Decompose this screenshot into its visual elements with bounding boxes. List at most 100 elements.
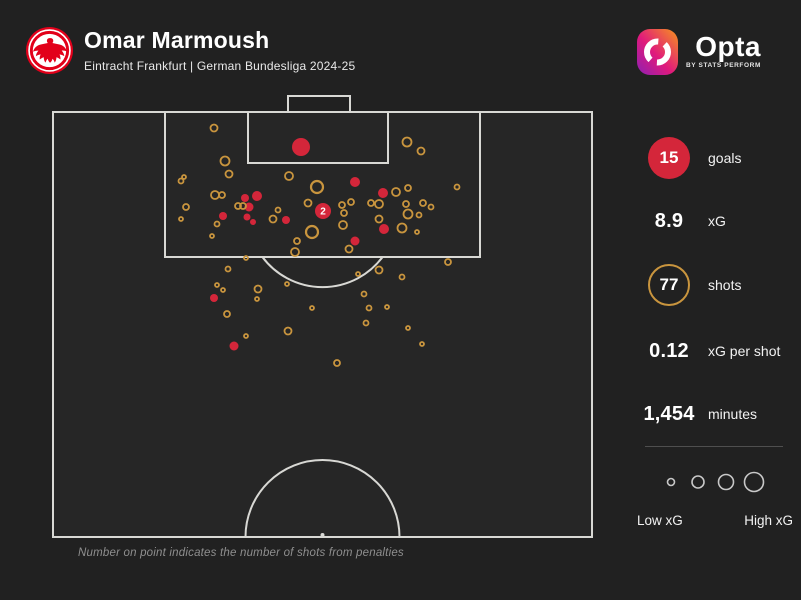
shot-dot [177, 177, 185, 185]
shot-dot [304, 224, 320, 240]
goal-dot [315, 203, 331, 219]
shot-dot [415, 211, 423, 219]
goal-dot [250, 219, 256, 225]
goal-dot [292, 138, 310, 156]
shot-dot [234, 202, 242, 210]
shot-dot [309, 305, 315, 311]
xg-legend-labels: Low xG High xG [637, 513, 793, 528]
shot-dot [367, 199, 375, 207]
goals-value: 15 [659, 148, 679, 167]
goal-dot [241, 194, 249, 202]
goal-frame [287, 95, 351, 113]
goal-dot [219, 212, 227, 220]
page-subtitle: Eintracht Frankfurt | German Bundesliga … [84, 59, 356, 74]
shot-dot [284, 281, 290, 287]
shot-dot [214, 282, 220, 288]
shot-dot [209, 233, 215, 239]
stat-row-goals: 15 goals [636, 136, 796, 180]
goal-dot [229, 341, 239, 351]
shots-badge: 77 [648, 264, 690, 306]
shot-dot [218, 191, 226, 199]
shot-dot [290, 247, 300, 257]
goal-dot [350, 236, 360, 246]
shot-dot [181, 174, 187, 180]
legend-size-circle [666, 477, 676, 487]
shot-dot [453, 183, 461, 191]
shot-dot [401, 136, 413, 148]
goal-dot [378, 188, 388, 198]
shot-dot [309, 179, 325, 195]
shot-dot [419, 199, 427, 207]
shot-dot [239, 202, 247, 210]
opta-brand: Opta BY STATS PERFORM [637, 29, 761, 75]
shot-dot [209, 123, 219, 133]
goal-dot [243, 213, 251, 221]
goal-dot [252, 191, 262, 201]
xg-per-shot-label: xG per shot [708, 343, 781, 359]
goal-dot [282, 216, 290, 224]
shot-dot [253, 284, 263, 294]
goal-dot [379, 224, 389, 234]
shot-dot [398, 273, 406, 281]
shot-dot [340, 209, 348, 217]
shot-dot [344, 244, 354, 254]
shot-dot [283, 326, 293, 336]
shot-dot [220, 287, 226, 293]
shot-dot [416, 146, 426, 156]
shot-dot [224, 265, 232, 273]
header: Omar Marmoush Eintracht Frankfurt | Germ… [26, 27, 355, 74]
shot-dot [374, 265, 384, 275]
opta-wordmark: Opta [695, 31, 761, 62]
shot-dot [284, 171, 294, 181]
shot-dot [414, 229, 420, 235]
shot-dot [224, 169, 234, 179]
shot-dot [243, 255, 249, 261]
goals-label: goals [708, 150, 742, 166]
legend-low-xg-label: Low xG [637, 513, 683, 528]
shot-dot [374, 199, 384, 209]
shot-dot [402, 200, 410, 208]
shot-dot [182, 203, 190, 211]
shot-dot [268, 214, 278, 224]
shot-dot [391, 187, 401, 197]
shot-dot [362, 319, 370, 327]
shot-dot [254, 296, 260, 302]
penalty-count-label: 2 [320, 207, 326, 218]
shot-dot [419, 341, 425, 347]
shot-dot [396, 222, 408, 234]
center-circle [244, 459, 401, 538]
goal-dot [350, 177, 360, 187]
shot-dot [274, 206, 282, 214]
legend-high-xg-label: High xG [744, 513, 793, 528]
shot-dot [360, 290, 368, 298]
footnote: Number on point indicates the number of … [78, 547, 404, 559]
shot-dot [365, 304, 373, 312]
pitch-outline [52, 111, 593, 538]
minutes-value: 1,454 [643, 402, 695, 425]
shot-dot [374, 214, 384, 224]
center-spot [320, 533, 325, 537]
shot-dot [384, 304, 390, 310]
shot-dot [333, 359, 341, 367]
stat-row-xg-per-shot: 0.12 xG per shot [636, 329, 796, 373]
shot-dot [402, 208, 414, 220]
shot-dot [355, 271, 361, 277]
xg-size-legend [666, 471, 765, 493]
six-yard-box [247, 111, 389, 164]
shots-value: 77 [659, 275, 679, 294]
shot-dot [444, 258, 452, 266]
eintracht-frankfurt-club-badge-icon [26, 27, 73, 74]
xg-per-shot-value: 0.12 [649, 339, 689, 362]
xg-label: xG [708, 213, 726, 229]
stat-row-shots: 77 shots [636, 263, 796, 307]
opta-logo-icon [637, 29, 678, 75]
xg-value: 8.9 [654, 209, 684, 232]
goals-badge: 15 [648, 137, 690, 179]
legend-size-circle [691, 475, 705, 489]
shot-dot [404, 184, 412, 192]
shot-dot [293, 237, 301, 245]
shot-dot [405, 325, 411, 331]
legend-size-circle [717, 473, 735, 491]
